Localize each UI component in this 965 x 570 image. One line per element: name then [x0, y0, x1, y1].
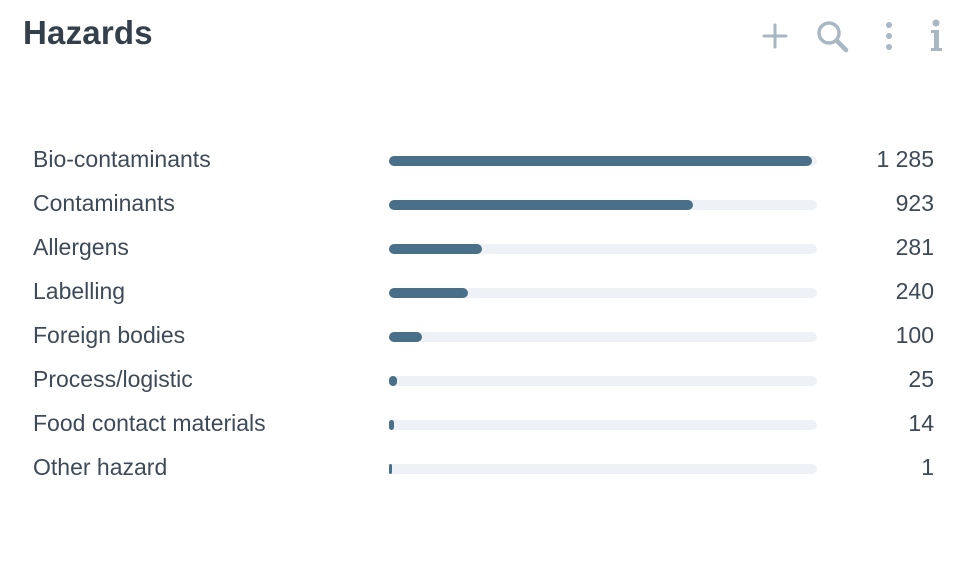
add-button[interactable]	[755, 16, 795, 56]
bar	[389, 200, 693, 210]
info-icon	[931, 19, 942, 51]
search-button[interactable]	[812, 16, 852, 56]
category-label: Foreign bodies	[33, 322, 186, 348]
category-label: Other hazard	[33, 454, 168, 480]
bar-track	[389, 200, 817, 210]
info-button[interactable]	[920, 16, 960, 56]
hazards-bar-chart: Bio-contaminants 1 285 Contaminants 923 Alle…	[0, 138, 965, 490]
value-label: 14	[908, 410, 934, 436]
chart-row[interactable]: Process/logistic 25	[0, 358, 965, 402]
chart-row[interactable]: Bio-contaminants 1 285	[0, 138, 965, 182]
bar-track	[389, 244, 817, 254]
category-label: Labelling	[33, 278, 126, 304]
category-label: Food contact materials	[33, 410, 266, 436]
bar	[389, 156, 813, 166]
bar-track	[389, 288, 817, 298]
bar-track	[389, 156, 817, 166]
widget-title: Hazards	[23, 14, 153, 51]
category-label: Process/logistic	[33, 366, 193, 392]
chart-row[interactable]: Labelling 240	[0, 270, 965, 314]
chart-row[interactable]: Allergens 281	[0, 226, 965, 270]
add-icon	[762, 23, 788, 49]
category-label: Allergens	[33, 234, 129, 260]
value-label: 240	[895, 278, 934, 304]
value-label: 100	[895, 322, 934, 348]
bar	[389, 288, 468, 298]
bar	[389, 420, 394, 430]
bar-track	[389, 376, 817, 386]
bar	[389, 244, 482, 254]
value-label: 25	[908, 366, 934, 392]
chart-row[interactable]: Foreign bodies 100	[0, 314, 965, 358]
category-label: Bio-contaminants	[33, 146, 211, 172]
bar	[389, 376, 398, 386]
bar-track	[389, 420, 817, 430]
widget-toolbar	[755, 16, 955, 56]
chart-row[interactable]: Contaminants 923	[0, 182, 965, 226]
more-vertical-icon	[886, 22, 892, 50]
value-label: 1	[921, 454, 934, 480]
chart-row[interactable]: Food contact materials 14	[0, 402, 965, 446]
search-icon	[817, 21, 849, 53]
value-label: 281	[895, 234, 934, 260]
chart-row[interactable]: Other hazard 1	[0, 446, 965, 490]
bar-track	[389, 464, 817, 474]
category-label: Contaminants	[33, 190, 175, 216]
more-options-button[interactable]	[872, 16, 912, 56]
bar-track	[389, 332, 817, 342]
value-label: 1 285	[876, 146, 934, 172]
bar	[389, 332, 422, 342]
value-label: 923	[895, 190, 934, 216]
bar	[389, 464, 392, 474]
